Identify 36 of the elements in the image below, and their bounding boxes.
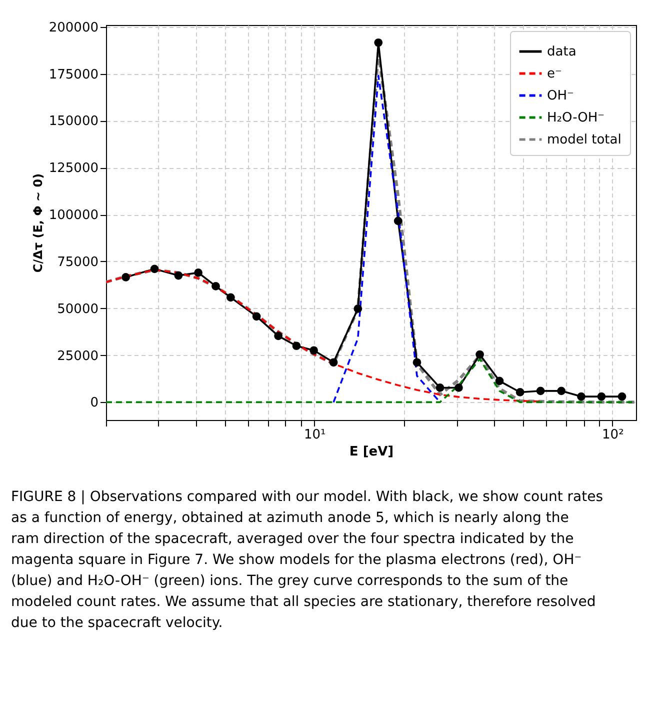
caption: FIGURE 8 | Observations compared with our model. With black, we show count rates as a function of energy, obtained at azimuth anode 5, which is nearly along the ram direction of the spacecraft, averaged over the four spectra indicated by the magenta square in Figure 7. We show models for the plasma electrons (red), OH⁻ (blue) and H₂O-OH⁻ (green) ions. The grey curve corresponds to the sum of the modeled count rates. We assume that all species are stationary, therefore resolved due to the spacecraft velocity. (11, 489, 603, 631)
point (454, 384, 463, 392)
y-tick-label: 50000 (57, 302, 98, 317)
y-tick-label: 0 (90, 396, 98, 411)
y-tick-label: 200000 (48, 20, 98, 36)
point (476, 350, 484, 359)
point (374, 38, 383, 47)
point (495, 376, 504, 386)
legend-label: model total (547, 132, 622, 148)
point (536, 386, 545, 396)
point (557, 386, 566, 396)
point (292, 342, 301, 350)
point (577, 392, 586, 401)
point (150, 264, 159, 274)
y-tick-label: 75000 (57, 254, 98, 270)
y-tick-label: 175000 (48, 67, 98, 82)
legend-label: OH⁻ (547, 88, 574, 104)
point (212, 282, 220, 290)
x-tick-label: 10¹ (304, 428, 326, 442)
x-tick-label: 10² (602, 428, 624, 442)
point (597, 392, 606, 401)
point (436, 384, 444, 392)
legend-label: H₂O-OH⁻ (547, 110, 605, 126)
y-tick-label: 100000 (48, 208, 98, 224)
point (516, 388, 524, 396)
y-tick-label: 150000 (48, 114, 98, 130)
point (394, 216, 402, 226)
x-axis-title: E [eV] (349, 444, 394, 460)
y-tick-label: 25000 (57, 348, 98, 364)
point (252, 312, 261, 321)
legend-label: data (547, 44, 576, 60)
y-axis-title: C/Δτ (E, Φ ∼ 0) (30, 173, 45, 273)
y-tick-label: 125000 (48, 161, 98, 176)
legend-label: e⁻ (547, 66, 562, 82)
point (618, 392, 626, 401)
point (354, 304, 362, 313)
